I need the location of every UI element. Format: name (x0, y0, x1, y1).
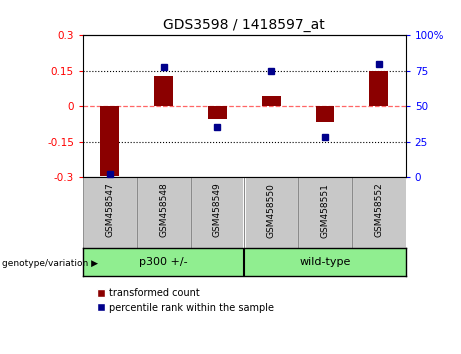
Bar (100, 106, 119, 176)
Text: GSM458549: GSM458549 (213, 183, 222, 238)
Text: GSM458552: GSM458552 (374, 183, 383, 238)
Bar (154, 75, 173, 106)
Legend: transformed count, percentile rank within the sample: transformed count, percentile rank withi… (97, 288, 274, 313)
Text: GSM458551: GSM458551 (320, 183, 330, 238)
Text: genotype/variation ▶: genotype/variation ▶ (2, 259, 98, 268)
Bar (369, 71, 388, 106)
Bar (208, 106, 227, 119)
Bar (262, 96, 281, 106)
Text: GSM458547: GSM458547 (106, 183, 114, 238)
Text: wild-type: wild-type (299, 257, 351, 267)
Text: GSM458550: GSM458550 (267, 183, 276, 238)
Text: GSM458548: GSM458548 (159, 183, 168, 238)
Title: GDS3598 / 1418597_at: GDS3598 / 1418597_at (164, 18, 325, 32)
Text: p300 +/-: p300 +/- (139, 257, 188, 267)
Bar (316, 106, 334, 121)
